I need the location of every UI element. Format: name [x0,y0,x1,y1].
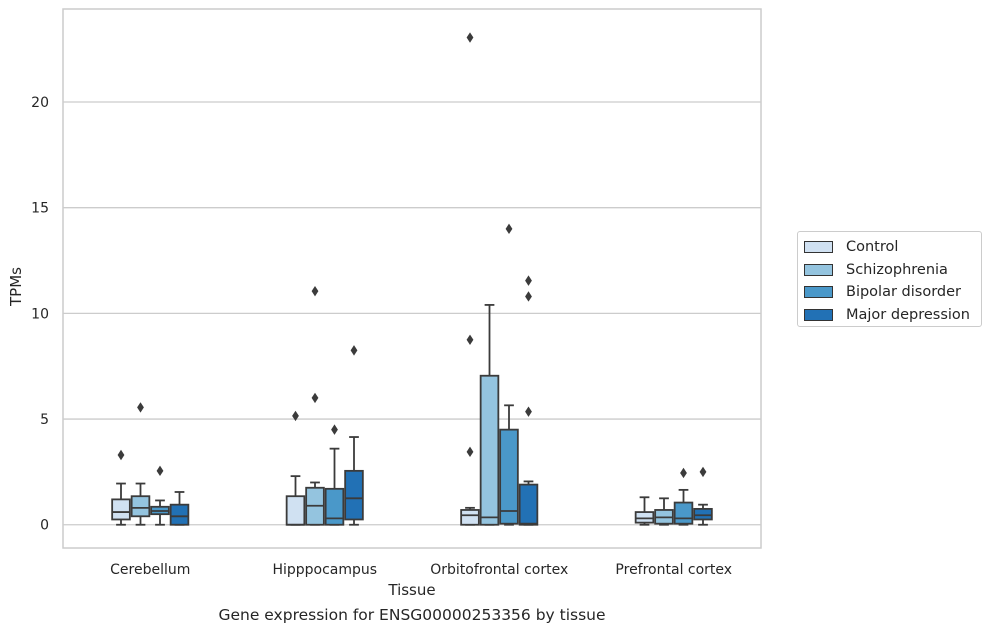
outlier-point [525,291,532,302]
box-iqr [518,483,539,526]
box-1-1 [305,285,325,526]
y-tick-label: 10 [31,306,49,322]
box-2-1 [479,304,500,526]
x-tick-label: Hipppocampus [272,562,377,578]
legend-item: Major depression [804,304,981,327]
box-layer [111,32,713,526]
outlier-point [117,449,125,461]
outlier-point [311,285,319,297]
legend: Control Schizophrenia Bipolar disorder Majo… [797,231,982,327]
box-iqr [169,503,190,526]
legend-item: Schizophrenia [804,259,981,282]
x-tick-label: Orbitofrontal cortex [430,562,568,578]
legend-label: Bipolar disorder [846,284,961,301]
box-2-0 [460,32,480,526]
legend-swatch [804,241,833,254]
figure-caption: Gene expression for ENSG00000253356 by t… [218,606,606,624]
box-0-0 [111,449,131,526]
box-3-2 [673,467,694,526]
y-axis-title: TPMs [7,267,25,307]
box-iqr [285,495,306,526]
outlier-point [466,32,474,43]
outlier-point [466,446,474,458]
box-2-3 [518,275,539,526]
y-tick-label: 5 [40,412,49,428]
x-tick-label: Cerebellum [110,562,190,578]
box-iqr [460,509,480,526]
legend-item: Control [804,236,981,259]
box-iqr [344,469,364,521]
box-1-2 [324,424,345,526]
box-iqr [479,374,500,526]
plot-frame [62,8,762,549]
box-iqr [499,428,519,525]
outlier-point [292,410,299,422]
box-3-0 [634,496,655,526]
outlier-point [525,406,532,417]
legend-swatch [804,286,833,299]
outlier-point [156,465,164,477]
grid-lines [63,101,761,526]
box-iqr [111,498,131,521]
outlier-point [699,466,707,478]
legend-item: Bipolar disorder [804,281,981,304]
box-iqr [634,511,655,524]
legend-label: Control [846,239,899,256]
box-3-3 [693,466,713,526]
y-tick-label: 0 [40,518,49,534]
outlier-point [505,223,513,235]
outlier-point [466,334,474,345]
axis-layer: 0 5 10 15 20 Cerebellum Hipppocampus Orbitofron… [31,95,732,578]
legend-swatch [804,308,833,321]
box-1-0 [285,410,306,526]
x-tick-label: Prefrontal cortex [615,562,732,578]
x-axis-title: Tissue [387,581,435,599]
box-2-2 [499,223,519,526]
box-3-1 [654,497,674,526]
outlier-point [311,392,319,404]
box-iqr [673,501,694,525]
outlier-point [331,424,338,435]
y-tick-label: 20 [31,95,49,111]
box-iqr [324,487,345,526]
legend-label: Major depression [846,306,970,323]
outlier-point [680,467,687,479]
y-tick-label: 15 [31,201,49,217]
box-1-3 [344,345,364,526]
box-0-1 [130,402,151,526]
box-0-3 [169,491,190,526]
box-0-2 [150,465,170,526]
box-iqr [693,507,713,521]
legend-swatch [804,263,833,276]
legend-label: Schizophrenia [846,261,948,278]
outlier-point [350,345,358,356]
outlier-point [525,275,532,286]
outlier-point [137,402,144,413]
box-iqr [130,495,151,518]
